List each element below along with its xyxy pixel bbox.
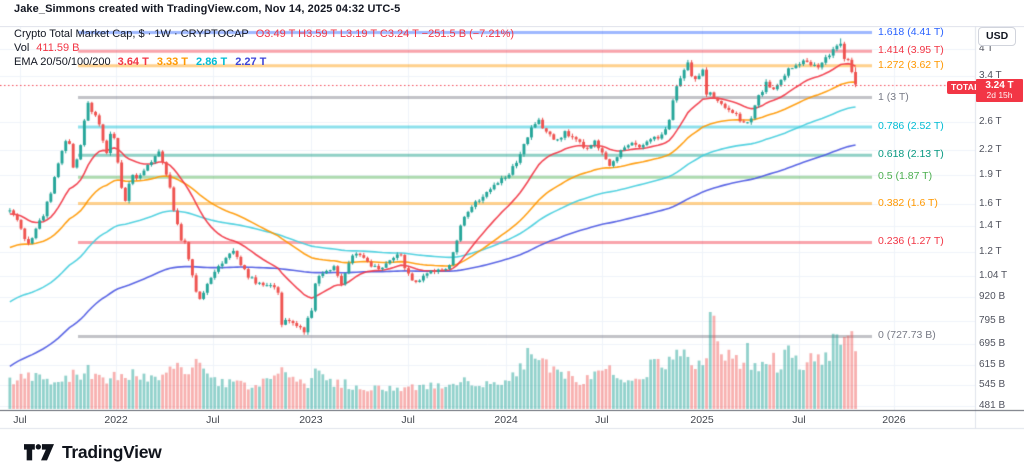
price-tick-label: 1.2 T: [979, 246, 1002, 258]
price-tick-label: 1.6 T: [979, 197, 1002, 209]
ema-value-1: 3.33 T: [156, 56, 189, 68]
fib-level-label: 1.414 (3.95 T): [878, 44, 944, 57]
fib-level-label: 1 (3 T): [878, 90, 909, 103]
time-tick-label: Jul: [792, 414, 806, 426]
time-tick-label: 2022: [104, 414, 128, 426]
last-price-value: 3.24 T: [985, 80, 1014, 91]
time-tick-label: 2026: [882, 414, 906, 426]
price-tick-label: 3.4 T: [979, 70, 1002, 82]
bar-countdown: 2d 15h: [986, 90, 1013, 100]
price-tick-label: 2.2 T: [979, 143, 1002, 155]
legend-symbol-row[interactable]: Crypto Total Market Cap, $ · 1W · CRYPTO…: [14, 27, 514, 41]
price-tick-label: 795 B: [979, 315, 1006, 327]
fib-level-label: 1.618 (4.41 T): [878, 25, 944, 38]
fib-level-label: 0.5 (1.87 T): [878, 170, 933, 183]
legend-volume-row[interactable]: Vol 411.59 B: [14, 41, 514, 55]
ema-values: 3.64 T 3.33 T 2.86 T 2.27 T: [118, 56, 275, 68]
total-symbol-tag: TOTAL: [947, 81, 984, 94]
fib-level-label: 0.786 (2.52 T): [878, 119, 944, 132]
time-tick-label: 2023: [299, 414, 323, 426]
time-tick-label: 2025: [690, 414, 714, 426]
fib-level-label: 0 (727.73 B): [878, 329, 936, 342]
price-tick-label: 1.4 T: [979, 220, 1002, 232]
price-tick-label: 1.04 T: [979, 270, 1008, 282]
time-tick-label: Jul: [595, 414, 609, 426]
ema-value-0: 3.64 T: [117, 56, 149, 68]
ohlc-values: O3.49 T H3.59 T L3.19 T C3.24 T −251.5 B…: [255, 28, 515, 40]
attribution-text: Jake_Simmons created with TradingView.co…: [14, 3, 401, 15]
last-price-badge: 3.24 T 2d 15h: [976, 79, 1023, 102]
fib-level-label: 0.382 (1.6 T): [878, 196, 938, 209]
time-tick-label: Jul: [206, 414, 220, 426]
tradingview-logo[interactable]: TradingView: [24, 442, 162, 463]
tv-logo-icon: [24, 444, 54, 461]
chart-legend: Crypto Total Market Cap, $ · 1W · CRYPTO…: [14, 27, 514, 69]
fib-level-label: 0.236 (1.27 T): [878, 235, 944, 248]
time-tick-label: Jul: [13, 414, 27, 426]
chart-canvas[interactable]: [0, 26, 1024, 473]
price-tick-label: 4 T: [979, 43, 994, 55]
usd-unit-button[interactable]: USD: [978, 27, 1017, 46]
price-tick-label: 920 B: [979, 290, 1006, 302]
tv-logo-text: TradingView: [62, 442, 162, 462]
volume-value: 411.59 B: [36, 42, 80, 54]
fib-level-label: 0.618 (2.13 T): [878, 148, 944, 161]
price-tick-label: 1.9 T: [979, 168, 1002, 180]
price-tick-label: 695 B: [979, 338, 1006, 350]
price-tick-label: 545 B: [979, 379, 1006, 391]
fib-level-label: 1.272 (3.62 T): [878, 58, 944, 71]
ema-value-3: 2.27 T: [235, 56, 267, 68]
ema-value-2: 2.86 T: [196, 56, 228, 68]
volume-label: Vol: [14, 42, 30, 54]
price-tick-label: 481 B: [979, 400, 1006, 412]
ema-label: EMA 20/50/100/200: [14, 56, 111, 68]
time-tick-label: Jul: [401, 414, 415, 426]
symbol-title: Crypto Total Market Cap, $ · 1W · CRYPTO…: [14, 28, 249, 40]
price-tick-label: 615 B: [979, 358, 1006, 370]
legend-ema-row[interactable]: EMA 20/50/100/200 3.64 T 3.33 T 2.86 T 2.27 …: [14, 55, 514, 69]
time-tick-label: 2024: [494, 414, 518, 426]
price-tick-label: 2.6 T: [979, 115, 1002, 127]
